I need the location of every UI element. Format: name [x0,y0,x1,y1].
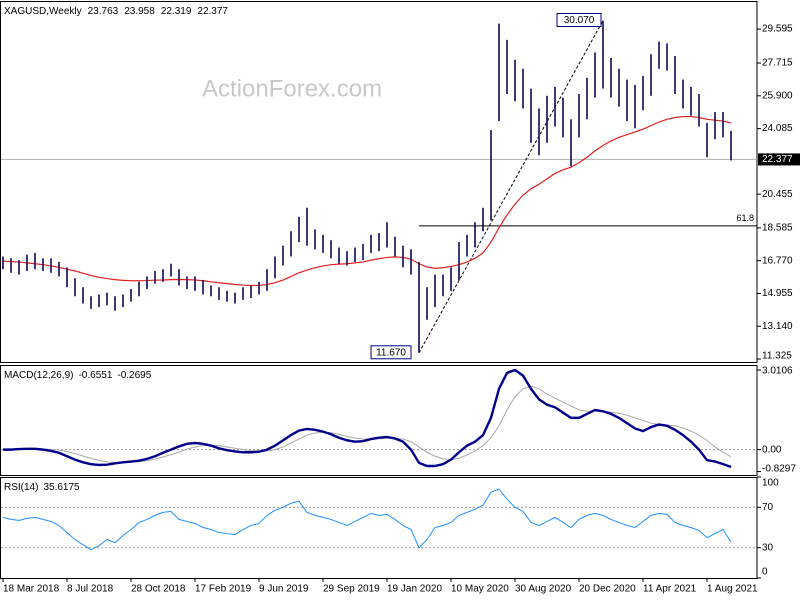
last-price-tag [758,153,800,166]
y-tick-label: 27.715 [762,58,793,69]
y-tick-label: 0.00 [762,444,782,455]
x-tick-label: 11 Apr 2021 [643,584,697,595]
ohlc-value: 22.319 [161,6,192,17]
x-tick-label: 30 Aug 2020 [515,584,572,595]
y-tick-label: 0 [762,567,768,578]
y-tick-label: 30 [762,542,774,553]
ohlc-value: 22.377 [197,6,228,17]
y-tick-label: 100 [762,478,779,489]
panel-header: RSI(14) 35.6175 [4,482,80,493]
x-tick-label: 8 Jul 2018 [67,584,114,595]
panel-title: MACD(12,26,9) [4,370,73,381]
x-tick-label: 1 Aug 2021 [707,584,758,595]
panel-frame [0,477,758,579]
x-tick-label: 28 Oct 2018 [131,584,186,595]
x-tick-label: 9 Jun 2019 [259,584,309,595]
panel-frame [0,365,758,476]
x-tick-label: 17 Feb 2019 [195,584,252,595]
y-tick-label: 20.455 [762,189,793,200]
x-tick-label: 19 Jan 2020 [387,584,442,595]
symbol: XAGUSD,Weekly [4,6,82,17]
y-tick-label: 14.955 [762,288,793,299]
fib-low-box [370,345,412,360]
y-tick-label: 3.0106 [762,366,793,377]
panel-header: MACD(12,26,9) -0.6551 -0.2695 [4,370,152,381]
panel-frame [0,1,758,363]
last-price-label: 22.377 [762,154,793,165]
panel-header: XAGUSD,Weekly 23.763 23.958 22.319 22.377 [4,6,228,17]
y-tick-label: 13.140 [762,321,793,332]
x-tick-label: 10 May 2020 [451,584,509,595]
series-line [3,368,732,469]
header-value: -0.2695 [117,370,151,381]
header-value: 35.6175 [43,482,80,493]
y-tick-label: 16.770 [762,255,793,266]
fib-high-label: 30.070 [564,15,595,26]
ohlc-value: 23.958 [124,6,155,17]
y-tick-label: 24.085 [762,123,793,134]
watermark: ActionForex.com [202,75,382,102]
fib-trend [418,20,604,354]
header-value: -0.6551 [78,370,112,381]
ohlc-value: 23.763 [88,6,119,17]
x-tick-label: 29 Sep 2019 [323,584,380,595]
fib-high-box [556,13,602,28]
x-tick-label: 18 Mar 2018 [3,584,60,595]
y-tick-label: 11.325 [762,351,792,362]
series-line [2,488,732,551]
y-tick-label: 25.900 [762,90,793,101]
x-tick-label: 20 Dec 2020 [579,584,636,595]
fib-low-label: 11.670 [376,347,406,358]
panel-title: RSI(14) [4,482,38,493]
y-tick-label: 70 [762,502,774,513]
y-tick-label: -0.8297 [762,464,796,475]
fib-level-label: 61.8 [736,213,754,223]
y-tick-label: 29.595 [762,24,793,35]
y-tick-label: 18.585 [762,223,793,234]
moving-average [2,115,732,287]
